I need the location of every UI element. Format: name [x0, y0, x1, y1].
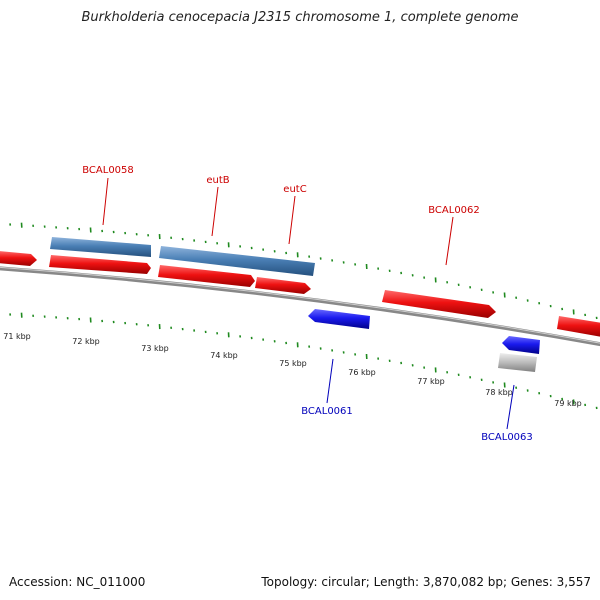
gene-span-eutb-eutc[interactable] — [159, 246, 315, 276]
gene-label-bcal0061: BCAL0061 — [301, 406, 353, 417]
leader-line-bcal0062 — [445, 216, 454, 266]
gene-label-bcal0058: BCAL0058 — [82, 165, 134, 176]
gene-label-eutc: eutC — [283, 184, 306, 195]
forward-tick-ring — [9, 222, 598, 320]
cds-arrow-eutc[interactable] — [255, 277, 311, 294]
leader-line-bcal0058 — [102, 177, 109, 226]
scale-label: 76 kbp — [348, 368, 376, 377]
scale-label: 77 kbp — [417, 377, 445, 386]
genome-summary: Topology: circular; Length: 3,870,082 bp… — [261, 575, 591, 589]
leader-line-eutb — [211, 186, 219, 237]
cds-arrow-partial[interactable] — [0, 251, 37, 266]
leader-line-eutc — [288, 195, 296, 245]
scale-label: 71 kbp — [3, 332, 31, 341]
scale-label: 79 kbp — [554, 399, 582, 408]
cds-arrow-bcal0062[interactable] — [382, 290, 496, 318]
cds-arrow-bcal0061[interactable] — [308, 309, 370, 329]
scale-label: 78 kbp — [485, 388, 513, 397]
scale-label: 72 kbp — [72, 337, 100, 346]
cds-arrow-eutb[interactable] — [158, 265, 255, 287]
gene-span-bcal0058[interactable] — [50, 237, 151, 257]
cds-arrow-bcal0063[interactable] — [502, 336, 540, 354]
map-title: Burkholderia cenocepacia J2315 chromosom… — [81, 10, 519, 25]
pseudogene-block[interactable] — [498, 353, 537, 372]
leader-line-bcal0061 — [326, 358, 334, 404]
chromosome-backbone — [0, 266, 600, 347]
cds-arrow-bcal0058[interactable] — [49, 255, 151, 274]
scale-label: 73 kbp — [141, 344, 169, 353]
gene-label-eutb: eutB — [206, 175, 229, 186]
accession-label: Accession: NC_011000 — [9, 575, 146, 589]
scale-label: 74 kbp — [210, 351, 238, 360]
gene-label-bcal0062: BCAL0062 — [428, 205, 480, 216]
scale-label: 75 kbp — [279, 359, 307, 368]
gene-label-bcal0063: BCAL0063 — [481, 432, 533, 443]
cds-arrow-partial-right[interactable] — [557, 316, 600, 337]
leader-line-bcal0063 — [506, 384, 515, 430]
reverse-tick-ring — [9, 312, 598, 410]
